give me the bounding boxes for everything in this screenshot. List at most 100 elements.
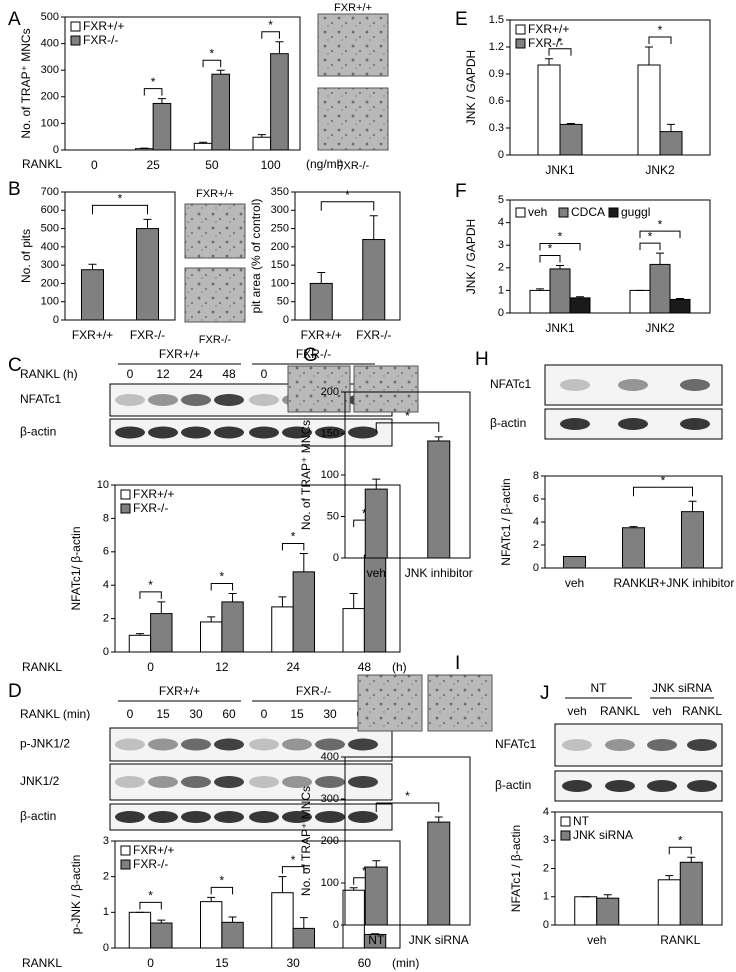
- error-bar: [216, 69, 225, 75]
- x-axis-unit: (min): [392, 956, 419, 970]
- bar: [427, 440, 451, 559]
- significance-label: *: [558, 230, 563, 244]
- group-label: JNK siRNA: [652, 681, 712, 695]
- x-axis-label: RANKL: [22, 157, 62, 171]
- y-tick-label: 8: [103, 512, 109, 524]
- bar: [679, 861, 703, 926]
- y-axis-label: No. of pits: [19, 229, 33, 283]
- error-bar: [228, 916, 237, 923]
- plot-frame: [114, 840, 401, 949]
- bar: [270, 53, 289, 151]
- bar: [569, 297, 591, 314]
- y-tick-label: 0: [283, 314, 289, 326]
- blot-band: [618, 379, 648, 391]
- micrograph: [184, 203, 246, 259]
- y-tick-label: 3: [103, 835, 109, 847]
- significance-label: *: [362, 864, 367, 878]
- micrograph-label: FXR+/+: [196, 188, 234, 200]
- error-bar: [687, 856, 696, 863]
- bar: [657, 879, 681, 926]
- legend-label: CDCA: [571, 205, 605, 219]
- error-bar: [369, 215, 378, 240]
- significance-label: *: [148, 889, 153, 903]
- y-tick-label: 2: [103, 871, 109, 883]
- blot-band: [249, 776, 279, 788]
- legend-swatch: [70, 21, 81, 32]
- blot-axis-label: RANKL (h): [20, 367, 78, 381]
- y-tick-label: 4: [103, 579, 109, 591]
- lane-label: 15: [156, 707, 170, 721]
- significance-bracket: [139, 591, 162, 599]
- legend-label: JNK siRNA: [573, 828, 633, 842]
- legend-label: FXR-/-: [133, 501, 168, 515]
- lane-label: veh: [567, 704, 586, 718]
- micrograph: [317, 87, 389, 151]
- y-tick-label: 1: [498, 284, 504, 296]
- blot-band: [605, 780, 635, 792]
- blot-band: [618, 418, 648, 430]
- y-tick-label: 2: [103, 613, 109, 625]
- significance-label: *: [268, 18, 273, 32]
- blot-row-label: NFATc1: [490, 377, 531, 391]
- error-bar: [349, 593, 358, 609]
- y-tick-label: 3: [543, 834, 549, 846]
- blot-band: [181, 394, 211, 406]
- significance-label: *: [658, 217, 663, 231]
- significance-label: *: [210, 46, 215, 60]
- x-tick-label: 25: [146, 158, 160, 172]
- blot-band: [680, 418, 710, 430]
- y-tick-label: 200: [271, 241, 289, 253]
- y-tick-label: 400: [41, 241, 59, 253]
- lane-label: 15: [290, 707, 304, 721]
- bar: [622, 527, 645, 569]
- group-label: FXR+/+: [159, 684, 200, 698]
- error-bar: [371, 933, 380, 935]
- bar: [221, 601, 244, 653]
- bar: [221, 921, 244, 949]
- x-axis-unit: (h): [392, 660, 407, 674]
- y-tick-label: 100: [41, 296, 59, 308]
- x-tick-label: FXR+/+: [301, 328, 342, 342]
- y-tick-label: 0: [103, 942, 109, 954]
- lane-label: 30: [323, 707, 337, 721]
- significance-bracket: [539, 243, 581, 251]
- bar: [649, 263, 671, 314]
- y-axis-label: No. of TRAP⁺ MNCs: [299, 786, 313, 896]
- legend-label: NT: [573, 814, 590, 828]
- blot-band: [282, 811, 312, 823]
- y-tick-label: 0: [53, 144, 59, 156]
- y-tick-label: 100: [321, 469, 339, 481]
- blot-band: [562, 739, 592, 751]
- blot-band: [249, 426, 279, 439]
- y-tick-label: 3: [498, 239, 504, 251]
- blot-band: [181, 426, 211, 439]
- y-tick-label: 0: [533, 562, 539, 574]
- y-tick-label: 150: [321, 427, 339, 439]
- blot-band: [249, 811, 279, 823]
- bar: [563, 556, 586, 569]
- blot-band: [249, 394, 279, 406]
- lane-label: veh: [652, 704, 671, 718]
- y-tick-label: 4: [543, 806, 549, 818]
- blot-band: [315, 426, 345, 439]
- blot-band: [562, 780, 592, 792]
- error-bar: [676, 298, 684, 300]
- lane-label: 60: [222, 707, 236, 721]
- panel-letter: B: [8, 179, 21, 200]
- error-bar: [257, 134, 266, 138]
- significance-label: *: [151, 75, 156, 89]
- bar: [596, 897, 620, 926]
- bar: [427, 821, 451, 926]
- significance-label: *: [405, 789, 410, 803]
- group-label: FXR-/-: [296, 347, 331, 361]
- micrograph-label: FXR-/-: [337, 160, 370, 172]
- y-tick-label: 1.5: [489, 14, 504, 26]
- group-label: NT: [591, 681, 608, 695]
- y-tick-label: 1: [543, 891, 549, 903]
- y-tick-label: 500: [41, 222, 59, 234]
- y-tick-label: 500: [41, 11, 59, 23]
- y-tick-label: 250: [271, 222, 289, 234]
- bar: [128, 911, 152, 949]
- blot-band: [148, 738, 178, 751]
- y-tick-label: 10: [97, 479, 109, 491]
